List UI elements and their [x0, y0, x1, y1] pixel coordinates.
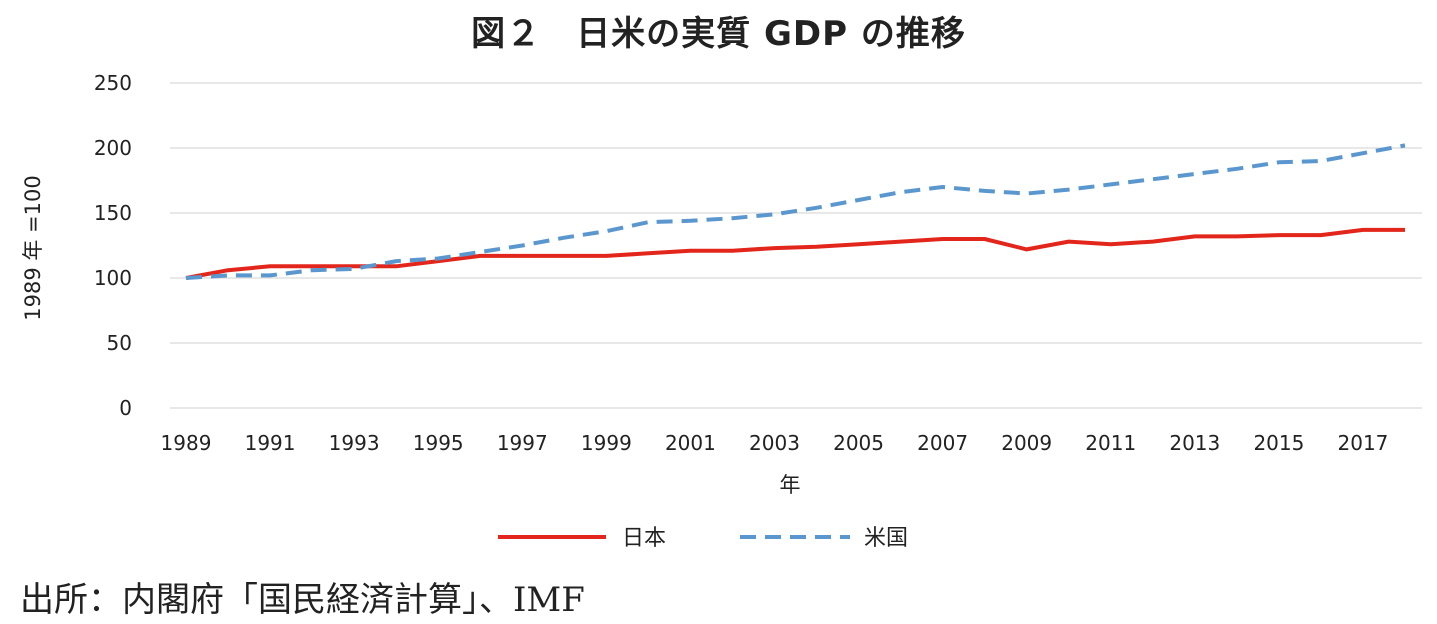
chart-title: 図２ 日米の実質 GDP の推移: [471, 14, 966, 54]
x-tick-label: 2017: [1338, 431, 1389, 455]
series-line-us: [185, 143, 1406, 280]
x-tick-label: 2003: [749, 431, 800, 455]
x-tick-label: 2015: [1253, 431, 1304, 455]
legend-label-us: 米国: [864, 526, 908, 551]
x-tick-label: 1989: [161, 431, 212, 455]
x-tick-label: 2001: [665, 431, 716, 455]
legend: 日本 米国: [498, 526, 908, 551]
x-tick-label: 1991: [245, 431, 296, 455]
x-axis-ticks: 1989 1991 1993 1995 1997 1999 2001 2003 2005 2007…: [161, 431, 1389, 455]
y-tick-label: 100: [94, 266, 132, 290]
y-tick-label: 200: [94, 136, 132, 160]
source-note: 出所：内閣府「国民経済計算」、IMF: [20, 580, 585, 620]
series-lines: [185, 143, 1406, 280]
x-tick-label: 2005: [833, 431, 884, 455]
x-tick-label: 1993: [329, 431, 380, 455]
x-tick-label: 2007: [917, 431, 968, 455]
x-tick-label: 1999: [581, 431, 632, 455]
y-tick-label: 0: [119, 396, 132, 420]
x-tick-label: 1997: [497, 431, 548, 455]
x-tick-label: 2011: [1085, 431, 1136, 455]
y-tick-label: 50: [107, 331, 132, 355]
x-axis-title: 年: [780, 473, 801, 497]
x-tick-label: 1995: [413, 431, 464, 455]
y-tick-label: 250: [94, 71, 132, 95]
x-tick-label: 2013: [1169, 431, 1220, 455]
line-chart: 0 50 100 150 200 250 1989 1991 1993 1995 1997 1999…: [21, 71, 1422, 551]
x-tick-label: 2009: [1001, 431, 1052, 455]
y-tick-label: 150: [94, 201, 132, 225]
series-line-japan: [185, 227, 1405, 280]
y-axis-title: 1989 年 =100: [21, 175, 45, 320]
y-axis-ticks: 0 50 100 150 200 250: [94, 71, 132, 420]
gridlines: [170, 82, 1422, 409]
legend-label-japan: 日本: [622, 526, 666, 551]
